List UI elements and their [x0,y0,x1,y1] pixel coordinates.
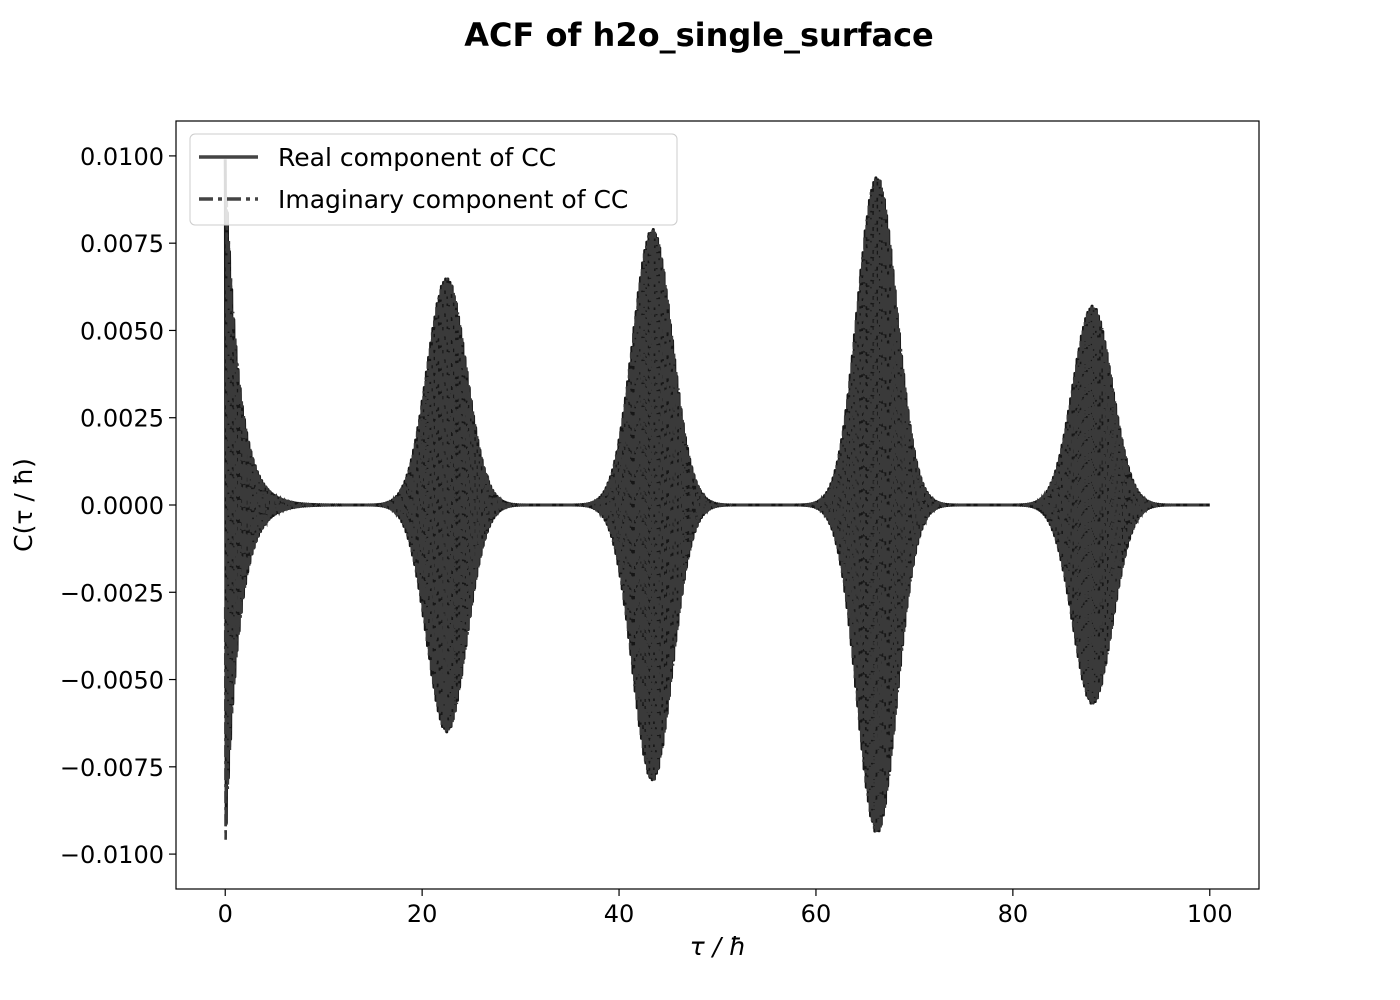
x-axis: 0 20 40 60 80 100 [218,889,1233,928]
imaginary-component-series [223,178,1210,840]
y-tick-label: 0.0000 [80,492,164,520]
chart-title: ACF of h2o_single_surface [464,16,934,54]
x-tick-label: 100 [1187,900,1233,928]
y-tick-label: −0.0050 [60,667,164,695]
plot-area [223,159,1212,840]
legend-imaginary-label: Imaginary component of CC [278,185,628,214]
y-tick-label: −0.0025 [60,579,164,607]
y-axis-label: C(τ / ħ) [9,458,38,552]
y-tick-label: 0.0075 [80,230,164,258]
legend-box [189,133,678,226]
x-tick-label: 20 [407,900,438,928]
y-axis: 0.0100 0.0075 0.0050 0.0025 0.0000 −0.0025 −0.… [60,143,176,869]
y-tick-label: 0.0025 [80,405,164,433]
y-tick-label: −0.0075 [60,754,164,782]
y-tick-label: 0.0050 [80,317,164,345]
x-axis-label: τ / ħ [690,932,747,961]
legend: Real component of CC Imaginary component… [189,133,678,226]
y-tick-label: −0.0100 [60,841,164,869]
x-tick-label: 0 [218,900,233,928]
x-tick-label: 80 [998,900,1029,928]
x-tick-label: 40 [604,900,635,928]
x-tick-label: 60 [801,900,832,928]
legend-real-label: Real component of CC [278,143,556,172]
y-tick-label: 0.0100 [80,143,164,171]
